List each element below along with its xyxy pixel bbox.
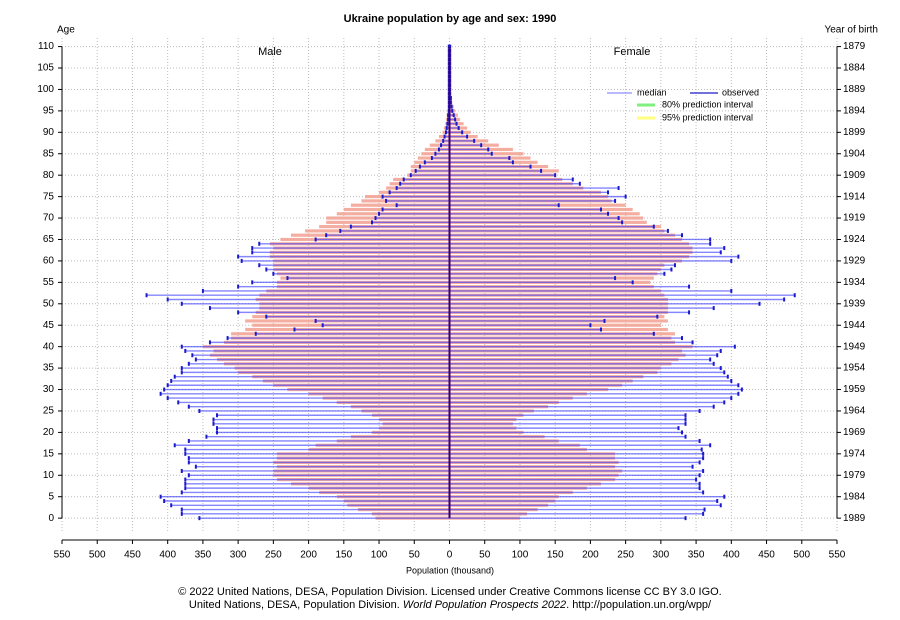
y2-tick-label: 1904 (843, 148, 866, 159)
legend-label: 80% prediction interval (662, 99, 753, 109)
y2-tick-label: 1894 (843, 106, 866, 117)
y2-tick-label: 1924 (843, 234, 866, 245)
y-tick-label: 110 (38, 41, 54, 52)
y2-tick-label: 1989 (843, 513, 866, 524)
x-tick-label: 300 (230, 550, 247, 561)
x-tick-label: 400 (723, 550, 740, 561)
x-tick-label: 200 (582, 550, 599, 561)
x-tick-label: 150 (335, 550, 352, 561)
y-tick-label: 70 (43, 213, 55, 224)
y-tick-label: 15 (43, 448, 55, 459)
x-tick-label: 150 (547, 550, 564, 561)
y-tick-label: 40 (43, 341, 55, 352)
y-tick-label: 105 (37, 63, 54, 74)
x-tick-label: 350 (195, 550, 212, 561)
y2-tick-label: 1979 (843, 470, 866, 481)
y2-tick-label: 1944 (843, 320, 866, 331)
y-tick-label: 55 (43, 277, 55, 288)
y-tick-label: 30 (43, 384, 55, 395)
y-tick-label: 35 (43, 363, 55, 374)
y2-tick-label: 1909 (843, 170, 866, 181)
footer-text: World Population Prospects 2022 (403, 599, 566, 611)
y2-tick-label: 1949 (843, 341, 866, 352)
x-tick-label: 500 (89, 550, 106, 561)
y-tick-label: 90 (43, 127, 55, 138)
x-tick-label: 550 (54, 550, 71, 561)
x-axis-label: Population (thousand) (406, 565, 494, 575)
x-tick-label: 100 (512, 550, 529, 561)
x-tick-label: 250 (617, 550, 634, 561)
y2-axis-label: Year of birth (824, 25, 878, 36)
y-tick-label: 85 (43, 148, 55, 159)
x-tick-label: 450 (124, 550, 141, 561)
y2-tick-label: 1974 (843, 448, 866, 459)
y-tick-label: 80 (43, 170, 55, 181)
footer-text: . http://population.un.org/wpp/ (566, 599, 712, 611)
y-tick-label: 60 (43, 256, 55, 267)
x-tick-label: 50 (479, 550, 491, 561)
x-tick-label: 50 (409, 550, 421, 561)
legend-label: observed (722, 87, 759, 97)
x-tick-label: 500 (793, 550, 810, 561)
y-tick-label: 65 (43, 234, 55, 245)
x-tick-label: 100 (371, 550, 388, 561)
y2-tick-label: 1954 (843, 363, 866, 374)
footer-line: © 2022 United Nations, DESA, Population … (178, 586, 722, 598)
y-tick-label: 45 (43, 320, 55, 331)
x-tick-label: 0 (447, 550, 453, 561)
x-tick-label: 300 (653, 550, 670, 561)
legend-label: median (637, 87, 667, 97)
y2-tick-label: 1964 (843, 406, 866, 417)
y2-tick-label: 1919 (843, 213, 866, 224)
y2-tick-label: 1889 (843, 84, 866, 95)
y2-tick-label: 1969 (843, 427, 866, 438)
x-tick-label: 350 (688, 550, 705, 561)
bar (429, 143, 450, 147)
y2-tick-label: 1914 (843, 191, 866, 202)
y-tick-label: 100 (37, 84, 54, 95)
y-tick-label: 5 (48, 491, 54, 502)
y-axis-label: Age (57, 25, 75, 36)
x-tick-label: 200 (300, 550, 317, 561)
y-tick-label: 20 (43, 427, 55, 438)
y2-tick-label: 1899 (843, 127, 866, 138)
x-tick-label: 250 (265, 550, 282, 561)
y-tick-label: 50 (43, 298, 55, 309)
y2-tick-label: 1884 (843, 63, 866, 74)
y2-tick-label: 1984 (843, 491, 866, 502)
footer-text: United Nations, DESA, Population Divisio… (189, 599, 400, 611)
y-tick-label: 0 (48, 513, 54, 524)
y2-tick-label: 1879 (843, 41, 866, 52)
x-tick-label: 550 (829, 550, 846, 561)
y-tick-label: 10 (43, 470, 55, 481)
y-tick-label: 25 (43, 406, 55, 417)
legend-label: 95% prediction interval (662, 112, 753, 122)
y2-tick-label: 1929 (843, 256, 866, 267)
footer-line: United Nations, DESA, Population Divisio… (189, 599, 712, 611)
y2-tick-label: 1934 (843, 277, 866, 288)
bar (424, 147, 450, 152)
y-tick-label: 75 (43, 191, 55, 202)
y2-tick-label: 1939 (843, 298, 866, 309)
x-tick-label: 450 (758, 550, 775, 561)
x-tick-label: 400 (159, 550, 176, 561)
male-label: Male (258, 46, 282, 58)
y2-tick-label: 1959 (843, 384, 866, 395)
female-label: Female (614, 46, 651, 58)
chart-title: Ukraine population by age and sex: 1990 (344, 13, 557, 25)
y-tick-label: 95 (43, 106, 55, 117)
